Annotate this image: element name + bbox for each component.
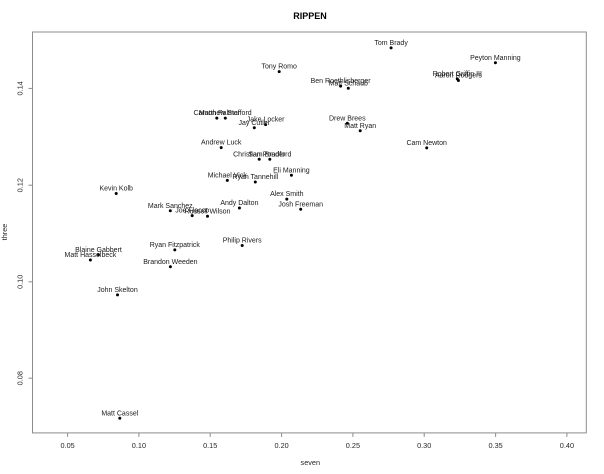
svg-text:Matt Ryan: Matt Ryan [344, 123, 376, 130]
svg-text:Josh Freeman: Josh Freeman [278, 201, 323, 208]
svg-text:Mark Sanchez: Mark Sanchez [148, 203, 193, 210]
svg-text:Andy Dalton: Andy Dalton [220, 200, 258, 207]
svg-text:0.15: 0.15 [203, 441, 217, 450]
svg-text:0.05: 0.05 [60, 441, 74, 450]
svg-text:0.08: 0.08 [16, 371, 25, 385]
svg-text:Michael Vick: Michael Vick [208, 173, 248, 180]
svg-text:Drew Brees: Drew Brees [329, 115, 366, 122]
svg-text:Ryan Fitzpatrick: Ryan Fitzpatrick [150, 242, 201, 249]
svg-text:Joe Flacco: Joe Flacco [175, 208, 209, 215]
svg-text:0.10: 0.10 [132, 441, 146, 450]
svg-text:0.25: 0.25 [346, 441, 360, 450]
svg-text:Ben Roethlisberger: Ben Roethlisberger [311, 78, 372, 85]
svg-text:John Skelton: John Skelton [97, 287, 138, 294]
svg-text:Cam Newton: Cam Newton [406, 140, 447, 147]
svg-text:Andrew Luck: Andrew Luck [201, 140, 242, 147]
svg-text:Alex Smith: Alex Smith [270, 191, 304, 198]
svg-text:Kevin Kolb: Kevin Kolb [99, 186, 133, 193]
svg-text:0.20: 0.20 [274, 441, 288, 450]
svg-text:Brandon Weeden: Brandon Weeden [143, 259, 197, 266]
svg-text:Jay Cutler: Jay Cutler [239, 120, 271, 127]
svg-text:0.40: 0.40 [560, 441, 574, 450]
svg-text:three: three [0, 224, 9, 241]
svg-text:0.14: 0.14 [16, 81, 25, 95]
svg-text:Ryan Tannehill: Ryan Tannehill [232, 174, 278, 181]
svg-text:Tony Romo: Tony Romo [261, 64, 297, 71]
svg-text:Russell Wilson: Russell Wilson [185, 208, 231, 215]
svg-text:0.30: 0.30 [417, 441, 431, 450]
svg-text:0.10: 0.10 [16, 275, 25, 289]
svg-text:seven: seven [301, 458, 320, 467]
svg-text:Matt Cassel: Matt Cassel [101, 410, 138, 417]
svg-text:Eli Manning: Eli Manning [273, 167, 310, 174]
svg-text:RIPPEN: RIPPEN [293, 11, 327, 21]
svg-text:Christian Ponder: Christian Ponder [233, 151, 286, 158]
svg-text:0.12: 0.12 [16, 178, 25, 192]
svg-text:Aaron Rodgers: Aaron Rodgers [435, 73, 483, 80]
svg-text:Jake Locker: Jake Locker [247, 117, 285, 124]
svg-text:Robert Griffin III: Robert Griffin III [433, 71, 482, 78]
svg-text:0.35: 0.35 [488, 441, 502, 450]
svg-text:Peyton Manning: Peyton Manning [470, 55, 521, 62]
svg-text:Tom Brady: Tom Brady [374, 40, 408, 47]
svg-text:Carson Palmer: Carson Palmer [193, 110, 240, 117]
svg-text:Philip Rivers: Philip Rivers [223, 238, 262, 245]
svg-text:Matt Schaub: Matt Schaub [329, 80, 368, 87]
svg-text:Matthew Stafford: Matthew Stafford [199, 110, 252, 117]
svg-text:Matt Hasselbeck: Matt Hasselbeck [65, 252, 117, 259]
svg-text:Blaine Gabbert: Blaine Gabbert [75, 247, 122, 254]
svg-text:Sam Bradford: Sam Bradford [248, 151, 291, 158]
